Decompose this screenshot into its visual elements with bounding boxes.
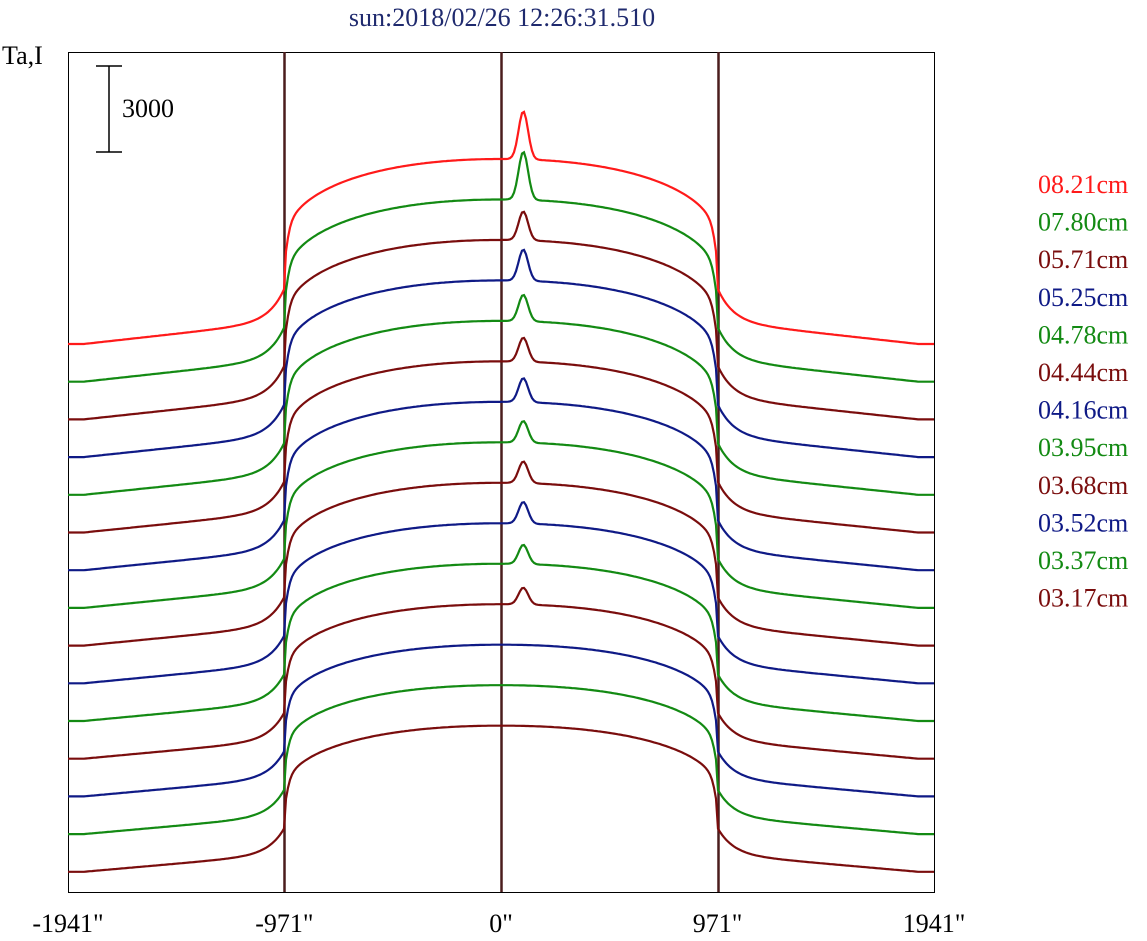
y-axis-label: Ta,I [2,41,43,70]
profile-curves [68,110,934,873]
profile-curve-4 [68,293,934,496]
legend-item-5: 04.44cm [1038,358,1128,387]
x-tick-labels: -1941" -971" 0" 971" 1941" [32,909,965,938]
profile-curve-1 [68,150,934,383]
scale-bar-label: 3000 [122,94,174,123]
chart-title: sun:2018/02/26 12:26:31.510 [349,3,655,32]
profile-curve-14 [68,724,934,873]
profile-curve-6 [68,377,934,572]
x-tick-label-3: 971" [693,909,743,938]
x-tick-label-0: -1941" [32,909,103,938]
profile-curve-13 [68,684,934,836]
legend-item-1: 07.80cm [1038,208,1128,237]
legend-item-6: 04.16cm [1038,396,1128,425]
profile-curve-8 [68,460,934,647]
profile-curve-7 [68,420,934,609]
legend-item-7: 03.95cm [1038,433,1128,462]
profile-curve-11 [68,586,934,760]
profile-curve-0 [68,110,934,346]
profile-curve-10 [68,543,934,723]
legend-item-2: 05.71cm [1038,245,1128,274]
profile-curve-9 [68,500,934,685]
legend-item-10: 03.37cm [1038,546,1128,575]
legend-item-11: 03.17cm [1038,584,1128,613]
profile-curve-12 [68,643,934,798]
legend: 08.21cm 07.80cm 05.71cm 05.25cm 04.78cm 04.44… [1038,170,1128,613]
legend-item-4: 04.78cm [1038,320,1128,349]
legend-item-8: 03.68cm [1038,471,1128,500]
x-tick-label-1: -971" [255,909,313,938]
profile-curve-3 [68,248,934,459]
scale-bar: 3000 [96,65,174,153]
profile-curve-2 [68,210,934,421]
profile-curve-5 [68,336,934,534]
legend-item-9: 03.52cm [1038,508,1128,537]
marker-lines [283,52,720,892]
x-tick-label-2: 0" [489,909,513,938]
x-tick-label-4: 1941" [903,909,966,938]
legend-item-3: 05.25cm [1038,283,1128,312]
legend-item-0: 08.21cm [1038,170,1128,199]
